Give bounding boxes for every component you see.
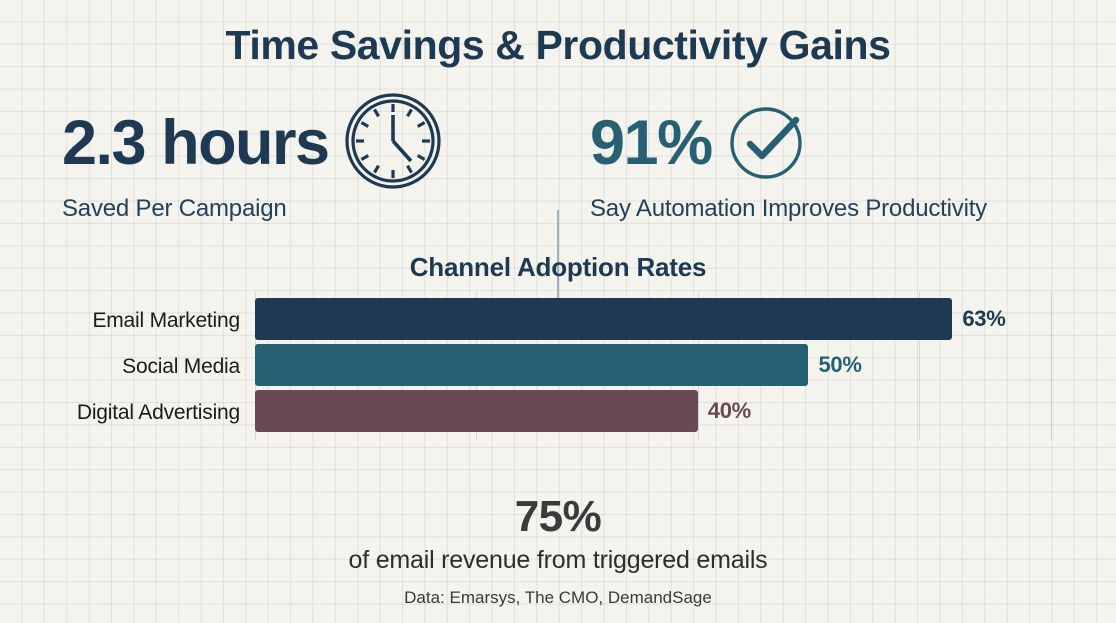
chart-bar-row: 40% <box>255 390 1052 432</box>
chart-plot-area: 63% 50% 40% <box>255 292 1052 440</box>
chart-bar-value-label: 50% <box>818 352 862 377</box>
data-source-note: Data: Emarsys, The CMO, DemandSage <box>404 588 712 607</box>
chart-bar-row: 50% <box>255 344 1052 386</box>
chart-title: Channel Adoption Rates <box>409 252 707 282</box>
chart-category-label: Email Marketing <box>92 309 240 332</box>
footer-stat-value: 75% <box>514 492 602 541</box>
stat-hours-row: 2.3 hours <box>62 92 443 189</box>
stat-hours-caption: Saved Per Campaign <box>62 195 287 222</box>
chart-bar-value-label: 63% <box>962 306 1006 331</box>
chart-category-label: Digital Advertising <box>76 401 240 424</box>
stat-productivity-caption: Say Automation Improves Productivity <box>590 195 987 222</box>
stat-block-productivity: 91% Say Automation Improves Productivity <box>590 104 987 223</box>
stat-block-hours-saved: 2.3 hours <box>62 92 443 223</box>
chart-bar <box>255 390 698 432</box>
clock-icon <box>343 91 443 196</box>
chart-bar <box>255 298 953 340</box>
stat-productivity-value: 91% <box>590 107 713 178</box>
chart-category-label: Social Media <box>122 355 240 378</box>
stat-highlights: 2.3 hours <box>0 92 1116 320</box>
page-title: Time Savings & Productivity Gains <box>225 22 891 68</box>
chart-bar-value-label: 40% <box>707 398 751 423</box>
footer-stat-caption: of email revenue from triggered emails <box>348 546 768 574</box>
chart-bar <box>255 344 809 386</box>
stat-hours-value: 2.3 hours <box>62 107 330 178</box>
check-circle-icon <box>726 99 810 188</box>
chart-bar-row: 63% <box>255 298 1052 340</box>
chart-gridline <box>919 292 921 440</box>
stat-productivity-row: 91% <box>590 104 987 182</box>
channel-adoption-chart: 63% 50% 40% Email Marketing Social Media Dig… <box>0 292 1116 477</box>
chart-gridline <box>1051 292 1052 440</box>
stat-divider <box>557 210 559 320</box>
